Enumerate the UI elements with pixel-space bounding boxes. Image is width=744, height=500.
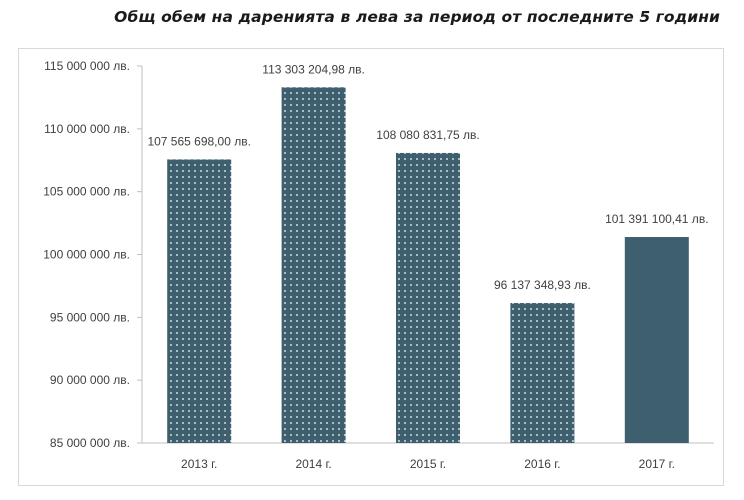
x-tick-label: 2014 г.: [295, 457, 331, 471]
data-label: 108 080 831,75 лв.: [376, 128, 479, 142]
y-tick-label: 85 000 000 лв.: [50, 436, 130, 450]
y-tick-label: 115 000 000 лв.: [44, 59, 130, 73]
data-label: 107 565 698,00 лв.: [147, 134, 250, 148]
bar: [624, 237, 689, 443]
bar: [510, 303, 575, 443]
bars: [167, 87, 689, 444]
bar: [281, 87, 346, 443]
y-axis: 85 000 000 лв. 90 000 000 лв. 95 000 000 л…: [43, 59, 143, 450]
data-label: 96 137 348,93 лв.: [494, 278, 591, 292]
x-tick-label: 2016 г.: [524, 457, 560, 471]
y-tick-label: 95 000 000 лв.: [50, 310, 130, 324]
data-label: 113 303 204,98 лв.: [262, 62, 365, 76]
data-label: 101 391 100,41 лв.: [605, 212, 708, 226]
data-labels: 107 565 698,00 лв. 113 303 204,98 лв. 108 …: [147, 62, 708, 292]
bar: [167, 159, 232, 444]
bar: [396, 152, 460, 444]
y-tick-label: 105 000 000 лв.: [43, 185, 130, 199]
x-tick-label: 2015 г.: [410, 457, 446, 471]
x-axis: 2013 г. 2014 г. 2015 г. 2016 г. 2017 г.: [142, 442, 714, 471]
y-tick-label: 110 000 000 лв.: [44, 122, 130, 136]
x-tick-label: 2013 г.: [181, 457, 217, 471]
x-tick-label: 2017 г.: [639, 457, 675, 471]
y-tick-label: 100 000 000 лв.: [43, 248, 130, 262]
chart-title: Общ обем на даренията в лева за период о…: [114, 8, 720, 26]
y-tick-label: 90 000 000 лв.: [50, 373, 130, 387]
chart-frame: [18, 48, 724, 486]
